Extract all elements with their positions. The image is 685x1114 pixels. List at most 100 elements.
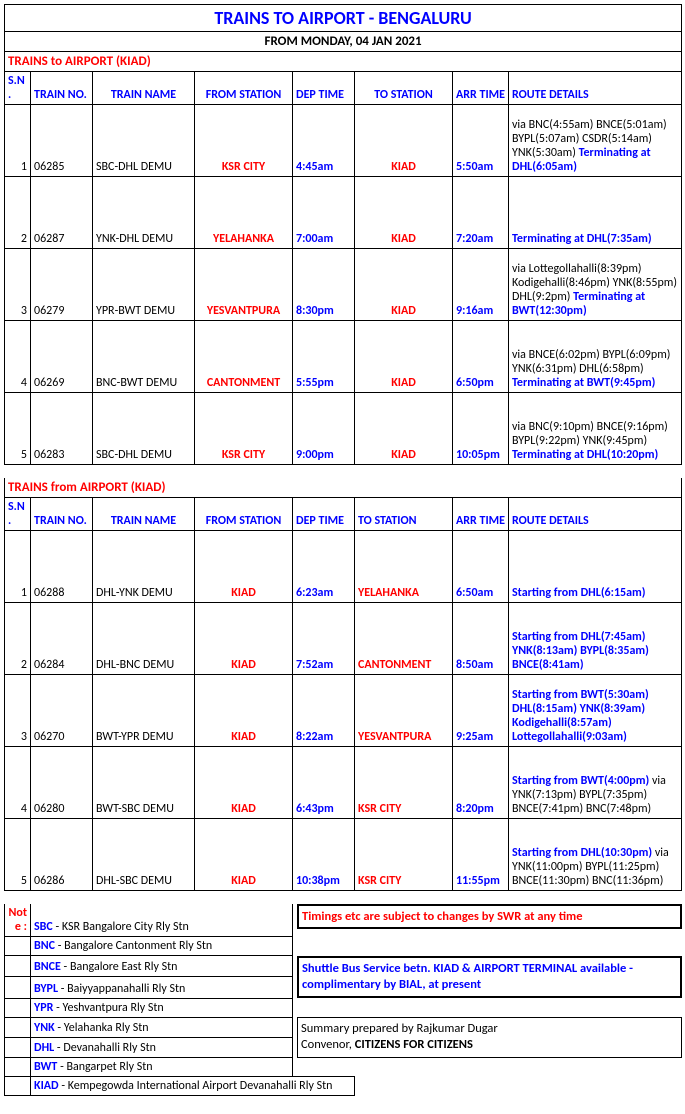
cell-arr: 9:25am xyxy=(453,675,509,747)
spacer xyxy=(5,891,682,904)
hdr-from: FROM STATION xyxy=(195,498,293,531)
cell-to: KIAD xyxy=(355,177,453,249)
cell-to: KSR CITY xyxy=(355,819,453,891)
hdr-route: ROUTE DETAILS xyxy=(509,72,682,105)
hdr-to: TO STATION xyxy=(355,498,453,531)
cell-to: KSR CITY xyxy=(355,747,453,819)
cell-dep: 10:38pm xyxy=(293,819,355,891)
cell-to: YESVANTPURA xyxy=(355,675,453,747)
legend-row: KIAD - Kempegowda International Airport … xyxy=(5,1077,682,1096)
hdr-trainno: TRAIN NO. xyxy=(31,72,93,105)
cell-arr: 7:20am xyxy=(453,177,509,249)
cell-trainname: YNK-DHL DEMU xyxy=(93,177,195,249)
cell-route: Starting from BWT(4:00pm) via YNK(7:13pm… xyxy=(509,747,682,819)
legend-row: YPR - Yeshvantpura Rly Stn xyxy=(5,998,682,1017)
train-row: 206287YNK-DHL DEMUYELAHANKA7:00amKIAD7:2… xyxy=(5,177,682,249)
cell-route: Starting from BWT(5:30am) DHL(8:15am) YN… xyxy=(509,675,682,747)
cell-arr: 6:50pm xyxy=(453,321,509,393)
subtitle-row: FROM MONDAY, 04 JAN 2021 xyxy=(5,32,682,52)
cell-trainno: 06279 xyxy=(31,249,93,321)
cell-sn: 3 xyxy=(5,249,31,321)
legend-text: BNCE - Bangalore East Rly Stn xyxy=(31,956,293,977)
train-row: 506283SBC-DHL DEMUKSR CITY9:00pmKIAD10:0… xyxy=(5,393,682,465)
cell-from: KSR CITY xyxy=(195,105,293,177)
cell-to: KIAD xyxy=(355,321,453,393)
hdr-arr: ARR TIME xyxy=(453,72,509,105)
hdr-trainname: TRAIN NAME xyxy=(93,498,195,531)
train-row: 306270BWT-YPR DEMUKIAD8:22amYESVANTPURA9… xyxy=(5,675,682,747)
cell-trainname: DHL-BNC DEMU xyxy=(93,603,195,675)
cell-route: via BNCE(6:02pm) BYPL(6:09pm) YNK(6:31pm… xyxy=(509,321,682,393)
cell-trainname: BNC-BWT DEMU xyxy=(93,321,195,393)
cell-dep: 7:52am xyxy=(293,603,355,675)
hdr-trainno: TRAIN NO. xyxy=(31,498,93,531)
page-subtitle: FROM MONDAY, 04 JAN 2021 xyxy=(5,32,682,52)
summary-box: Summary prepared by Rajkumar DugarConven… xyxy=(297,1017,682,1058)
train-row: 406269BNC-BWT DEMUCANTONMENT5:55pmKIAD6:… xyxy=(5,321,682,393)
header-row-from: S.N. TRAIN NO. TRAIN NAME FROM STATION D… xyxy=(5,498,682,531)
legend-row: BWT - Bangarpet Rly Stn xyxy=(5,1058,682,1077)
legend-row: BNCE - Bangalore East Rly StnShuttle Bus… xyxy=(5,956,682,977)
legend-text: BWT - Bangarpet Rly Stn xyxy=(31,1058,293,1077)
cell-trainno: 06269 xyxy=(31,321,93,393)
cell-trainname: DHL-SBC DEMU xyxy=(93,819,195,891)
cell-arr: 9:16am xyxy=(453,249,509,321)
cell-sn: 5 xyxy=(5,819,31,891)
cell-trainno: 06284 xyxy=(31,603,93,675)
train-row: 106288DHL-YNK DEMUKIAD6:23amYELAHANKA6:5… xyxy=(5,531,682,603)
note-box: Timings etc are subject to changes by SW… xyxy=(297,904,682,929)
hdr-arr: ARR TIME xyxy=(453,498,509,531)
legend-row: BNC - Bangalore Cantonment Rly Stn xyxy=(5,937,682,956)
cell-dep: 8:30pm xyxy=(293,249,355,321)
cell-from: KSR CITY xyxy=(195,393,293,465)
page-title: TRAINS TO AIRPORT - BENGALURU xyxy=(5,5,682,32)
cell-trainno: 06288 xyxy=(31,531,93,603)
cell-from: KIAD xyxy=(195,819,293,891)
cell-arr: 8:20pm xyxy=(453,747,509,819)
cell-sn: 1 xyxy=(5,531,31,603)
cell-route: Starting from DHL(10:30pm) via YNK(11:00… xyxy=(509,819,682,891)
section-from-airport: TRAINS from AIRPORT (KIAD) xyxy=(5,478,682,498)
cell-dep: 9:00pm xyxy=(293,393,355,465)
cell-route: via Lottegollahalli(8:39pm) Kodigehalli(… xyxy=(509,249,682,321)
cell-to: YELAHANKA xyxy=(355,531,453,603)
hdr-from: FROM STATION xyxy=(195,72,293,105)
cell-trainname: YPR-BWT DEMU xyxy=(93,249,195,321)
cell-route: Starting from DHL(7:45am) YNK(8:13am) BY… xyxy=(509,603,682,675)
hdr-dep: DEP TIME xyxy=(293,498,355,531)
spacer xyxy=(5,465,682,478)
cell-trainname: BWT-YPR DEMU xyxy=(93,675,195,747)
title-row: TRAINS TO AIRPORT - BENGALURU xyxy=(5,5,682,32)
cell-dep: 6:43pm xyxy=(293,747,355,819)
cell-trainname: DHL-YNK DEMU xyxy=(93,531,195,603)
legend-text: SBC - KSR Bangalore City Rly Stn xyxy=(31,904,293,937)
train-row: 506286DHL-SBC DEMUKIAD10:38pmKSR CITY11:… xyxy=(5,819,682,891)
cell-route: Starting from DHL(6:15am) xyxy=(509,531,682,603)
cell-arr: 8:50am xyxy=(453,603,509,675)
cell-dep: 4:45am xyxy=(293,105,355,177)
legend-text: KIAD - Kempegowda International Airport … xyxy=(31,1077,355,1096)
cell-trainname: BWT-SBC DEMU xyxy=(93,747,195,819)
cell-trainno: 06283 xyxy=(31,393,93,465)
cell-from: KIAD xyxy=(195,603,293,675)
cell-sn: 3 xyxy=(5,675,31,747)
hdr-dep: DEP TIME xyxy=(293,72,355,105)
hdr-sn: S.N. xyxy=(5,498,31,531)
info-box: Shuttle Bus Service betn. KIAD & AIRPORT… xyxy=(297,956,682,999)
legend-text: BYPL - Baiyyappanahalli Rly Stn xyxy=(31,977,293,998)
cell-from: YELAHANKA xyxy=(195,177,293,249)
cell-to: KIAD xyxy=(355,393,453,465)
cell-trainno: 06270 xyxy=(31,675,93,747)
cell-dep: 8:22am xyxy=(293,675,355,747)
cell-route: Terminating at DHL(7:35am) xyxy=(509,177,682,249)
train-row: 406280BWT-SBC DEMUKIAD6:43pmKSR CITY8:20… xyxy=(5,747,682,819)
legend-row: Note :SBC - KSR Bangalore City Rly StnTi… xyxy=(5,904,682,937)
hdr-route: ROUTE DETAILS xyxy=(509,498,682,531)
cell-sn: 4 xyxy=(5,321,31,393)
train-row: 206284DHL-BNC DEMUKIAD7:52amCANTONMENT8:… xyxy=(5,603,682,675)
cell-from: KIAD xyxy=(195,747,293,819)
cell-trainno: 06286 xyxy=(31,819,93,891)
legend-text: DHL - Devanahalli Rly Stn xyxy=(31,1037,293,1057)
legend-row: YNK - Yelahanka Rly StnSummary prepared … xyxy=(5,1017,682,1037)
timetable: TRAINS TO AIRPORT - BENGALURU FROM MONDA… xyxy=(4,4,682,1096)
